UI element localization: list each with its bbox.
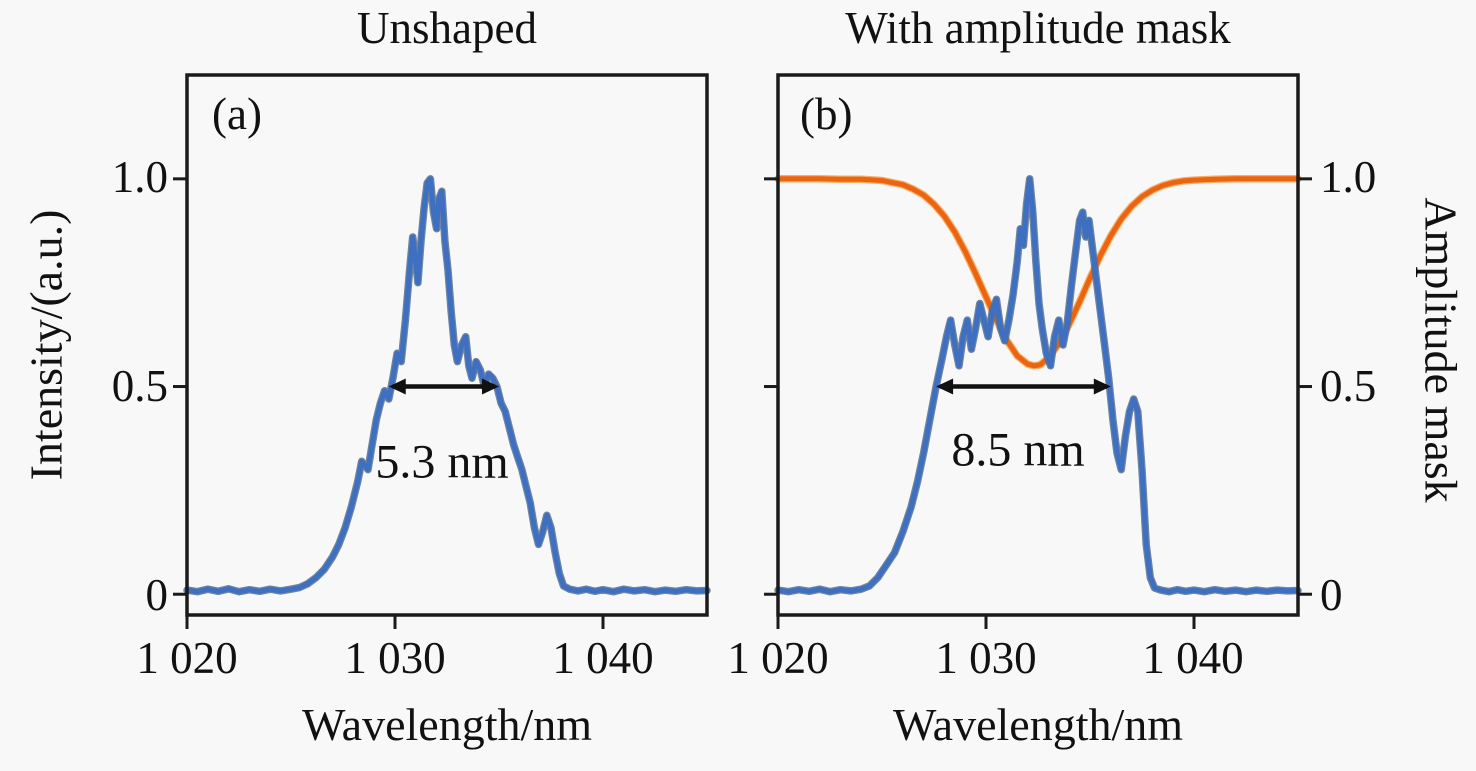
panel-a-letter: (a) [212,89,262,139]
y-tick-label: 0.5 [111,361,168,411]
panel-b-letter: (b) [800,89,853,139]
x-tick-label: 1 040 [1142,633,1244,683]
measured-spectrum-line [184,176,710,595]
x-tick-label: 1 040 [552,633,654,683]
panel-b-title: With amplitude mask [845,3,1231,53]
x-axis-title-b: Wavelength/nm [892,699,1184,750]
panel-a-title: Unshaped [357,3,537,53]
y-tick-label: 0 [145,570,169,620]
y-axis-title-left: Intensity/(a.u.) [20,209,72,481]
x-tick-label: 1 030 [344,633,446,683]
axes-frame [185,73,709,617]
x-axis-title-a: Wavelength/nm [301,699,593,750]
x-tick-label: 1 020 [136,633,238,683]
x-tick-label: 1 020 [727,633,829,683]
y-tick-label-right: 1.0 [1320,152,1377,202]
fwhm-arrowhead-right [482,378,499,395]
amplitude-mask-line [775,176,1301,369]
y-tick-label-right: 0 [1320,570,1343,620]
panel-b-axes [764,73,1312,629]
y-tick-label: 1.0 [111,152,168,202]
panel-a-axes [173,73,711,629]
fwhm-arrowhead-left [936,378,954,395]
y-axis-title-right: Amplitude mask [1415,197,1467,503]
fwhm-arrowhead-left [388,378,406,395]
fwhm-annotation-b: 8.5 nm [951,423,1085,477]
x-tick-label: 1 030 [935,633,1037,683]
axes-frame [776,73,1300,617]
fwhm-annotation-a: 5.3 nm [375,435,509,489]
fwhm-arrowhead-right [1093,378,1111,395]
y-tick-label-right: 0.5 [1320,361,1377,411]
shaped-spectrum-line [775,176,1301,595]
